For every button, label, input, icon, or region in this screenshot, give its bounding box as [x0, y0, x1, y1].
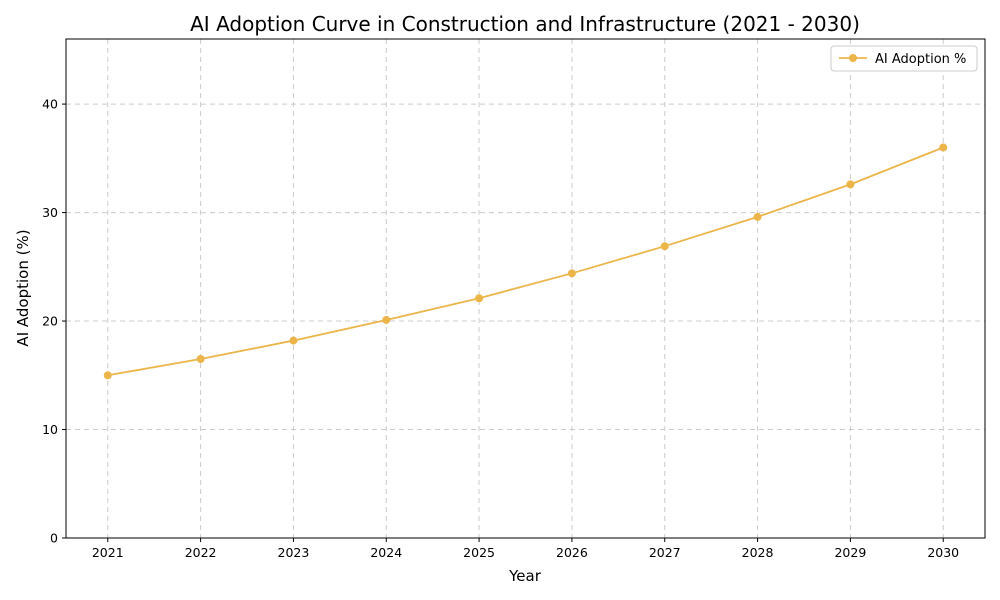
x-tick-label: 2021: [92, 545, 124, 560]
data-point: [660, 242, 669, 251]
x-tick-label: 2028: [742, 545, 774, 560]
x-tick-label: 2022: [185, 545, 217, 560]
legend-box: [830, 45, 978, 72]
x-tick-label: 2030: [927, 545, 959, 560]
data-point: [939, 143, 948, 152]
x-tick-label: 2026: [556, 545, 588, 560]
legend: AI Adoption %: [830, 45, 978, 72]
legend-marker-swatch: [849, 54, 857, 62]
x-tick-label: 2027: [649, 545, 681, 560]
x-tick-label: 2029: [834, 545, 866, 560]
y-axis-ticks: 0 10 20 30 40: [42, 97, 66, 546]
y-tick-label: 30: [42, 205, 58, 220]
data-point: [196, 355, 205, 364]
data-point: [567, 269, 576, 278]
data-point: [289, 336, 298, 345]
data-point: [753, 212, 762, 221]
data-point: [103, 371, 112, 380]
data-point: [382, 315, 391, 324]
y-tick-label: 0: [50, 531, 58, 546]
series-line: [107, 146, 944, 377]
x-axis-label: Year: [508, 567, 542, 585]
y-tick-label: 40: [42, 97, 58, 112]
y-tick-label: 20: [42, 314, 58, 329]
legend-label: AI Adoption %: [875, 52, 966, 67]
x-axis-ticks: 2021 2022 2023 2024 2025 2026 2027 2028 2029 2030: [92, 538, 959, 560]
x-tick-label: 2025: [463, 545, 495, 560]
y-tick-label: 10: [42, 422, 58, 437]
data-point: [475, 294, 484, 303]
x-tick-label: 2024: [370, 545, 402, 560]
data-point: [846, 180, 855, 189]
chart-title: AI Adoption Curve in Construction and In…: [190, 12, 860, 36]
y-axis-label: AI Adoption (%): [14, 229, 32, 346]
x-tick-label: 2023: [278, 545, 310, 560]
plot-frame: [65, 38, 986, 539]
series: [103, 143, 948, 380]
